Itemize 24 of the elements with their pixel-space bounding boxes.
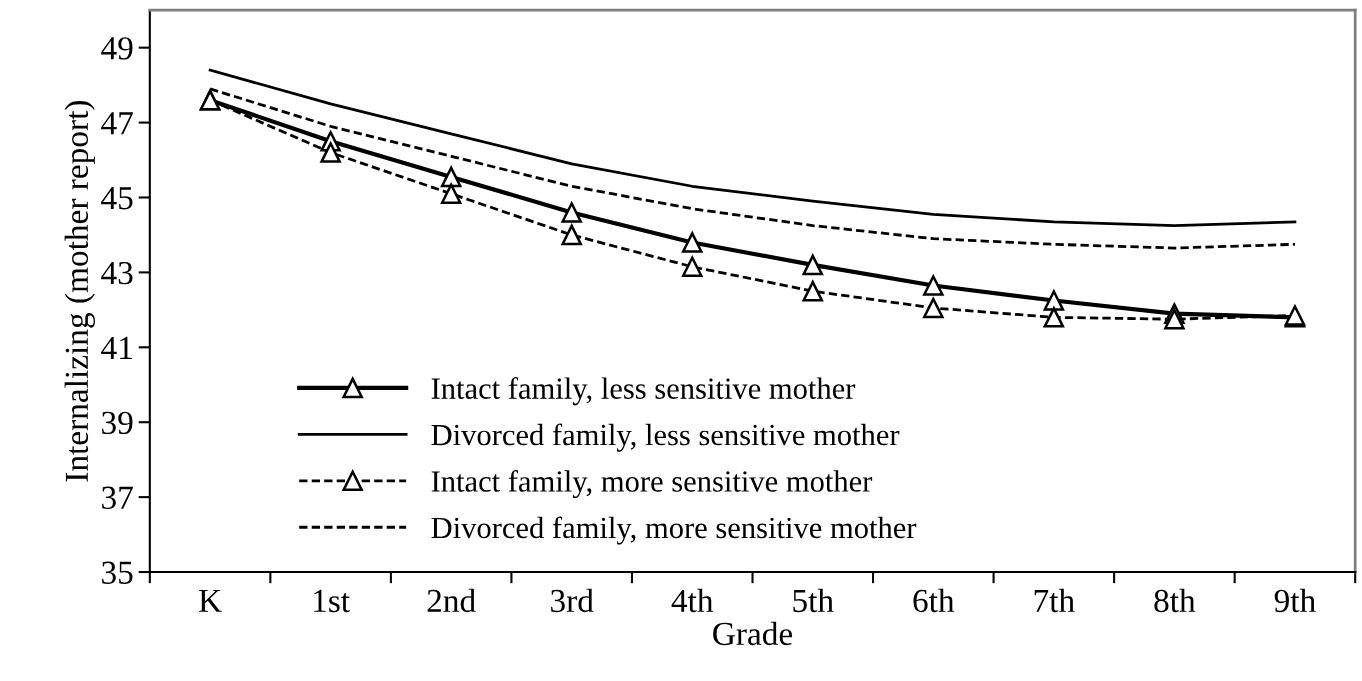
y-tick-label: 35 bbox=[102, 561, 133, 584]
y-tick-label: 39 bbox=[102, 411, 133, 435]
legend-label: Divorced family, less sensitive mother bbox=[431, 423, 900, 452]
legend-label: Intact family, less sensitive mother bbox=[431, 377, 856, 406]
x-tick-label: 4th bbox=[671, 588, 714, 613]
y-tick-label: 43 bbox=[101, 261, 133, 285]
y-tick-label: 47 bbox=[101, 112, 133, 135]
y-tick-label: 49 bbox=[101, 37, 133, 60]
legend-label: Divorced family, more sensitive mother bbox=[431, 516, 917, 545]
x-tick-label: K bbox=[199, 590, 222, 612]
x-tick-label: 7th bbox=[1034, 588, 1075, 613]
x-tick-label: 2nd bbox=[427, 588, 476, 613]
x-tick-label: 9th bbox=[1274, 588, 1316, 613]
x-tick-label: 3rd bbox=[551, 588, 594, 613]
x-axis-title: Grade bbox=[713, 621, 793, 646]
x-tick-label: 1st bbox=[314, 589, 350, 613]
x-tick-label: 5th bbox=[793, 588, 834, 613]
y-tick-label: 41 bbox=[101, 336, 132, 359]
y-axis-title: Internalizing (mother report) bbox=[64, 101, 95, 482]
y-tick-label: 45 bbox=[101, 187, 133, 210]
y-tick-label: 37 bbox=[102, 486, 133, 510]
x-tick-label: 6th bbox=[913, 588, 955, 613]
x-tick-label: 8th bbox=[1154, 588, 1196, 613]
legend-label: Intact family, more sensitive mother bbox=[431, 469, 873, 499]
